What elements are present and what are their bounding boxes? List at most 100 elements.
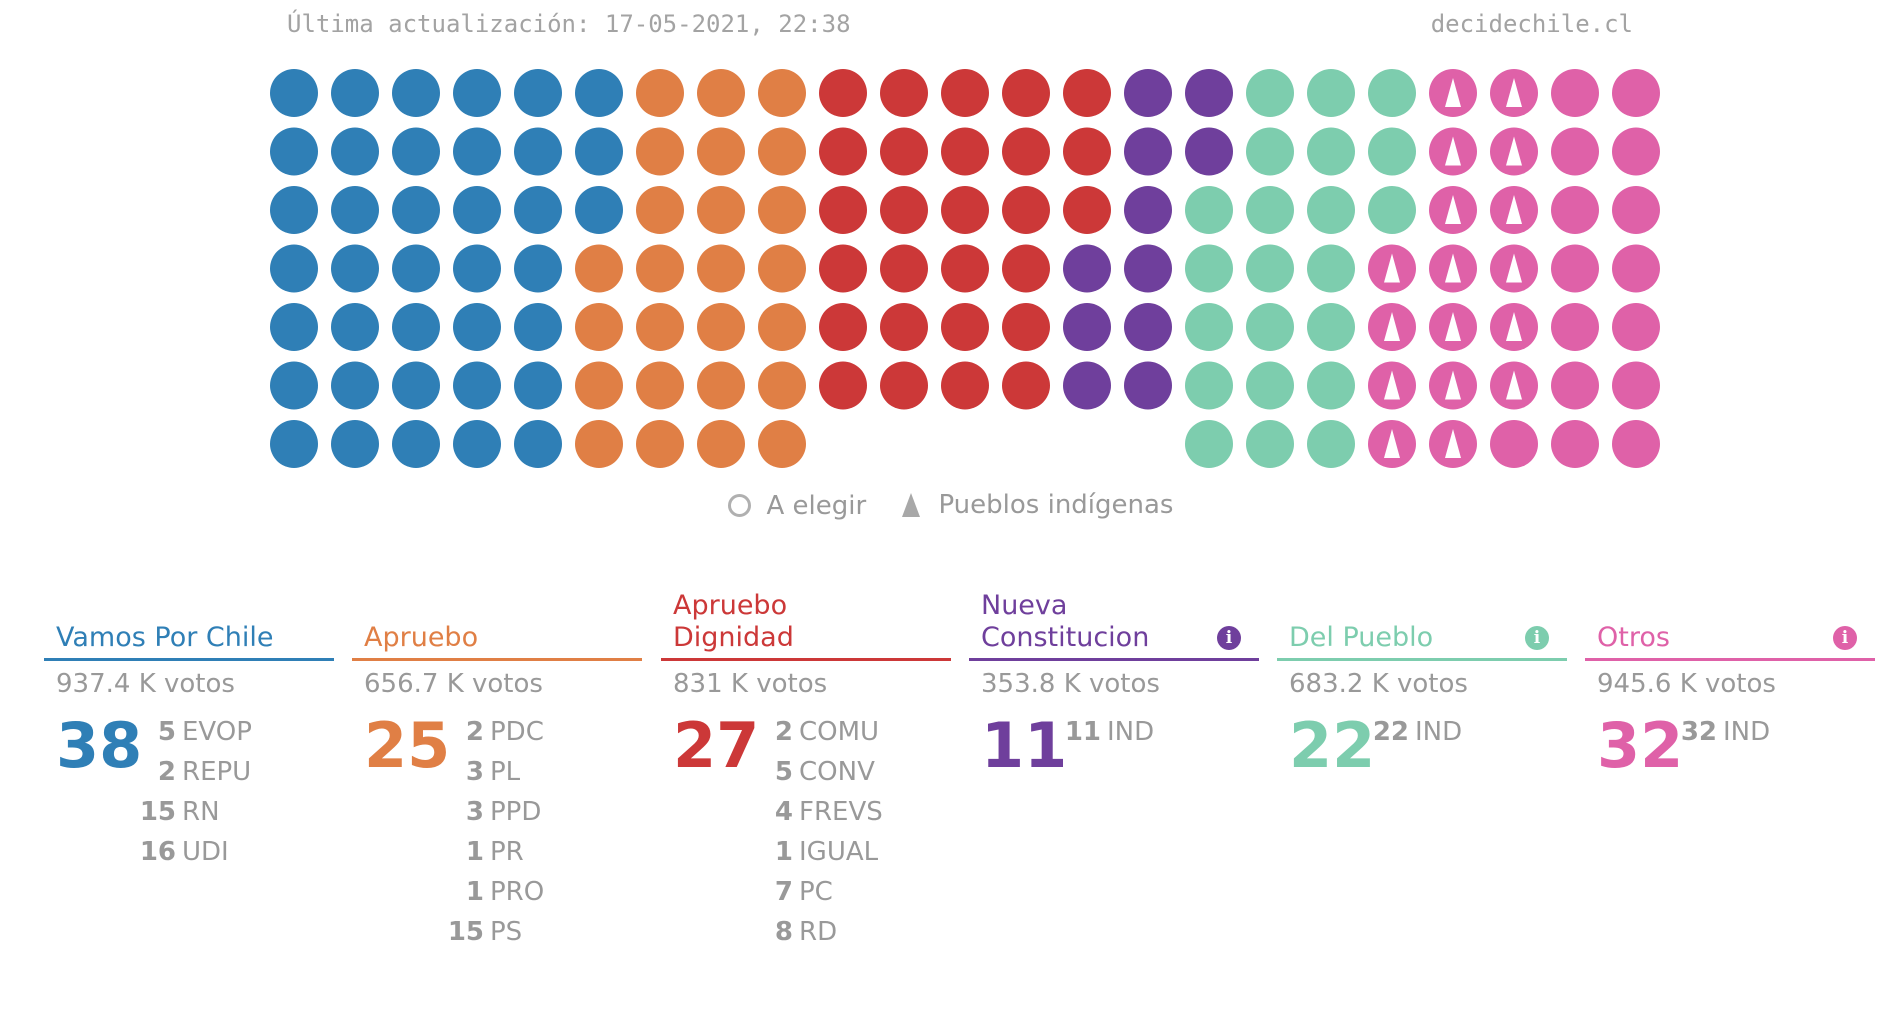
seat-otros — [1612, 361, 1660, 410]
seat-nueva-constitucion — [1124, 69, 1172, 117]
party-name: PL — [490, 757, 521, 787]
seat-vamos-por-chile — [453, 244, 501, 293]
coalition-header: Apruebo — [352, 590, 642, 661]
seat-otros — [1551, 361, 1599, 410]
seat-apruebo — [636, 186, 684, 234]
seat-del-pueblo — [1246, 420, 1294, 468]
indigenous-seat-icon — [1384, 253, 1400, 283]
seat-nueva-constitucion — [1124, 361, 1172, 410]
indigenous-seat-icon — [1445, 136, 1461, 166]
legend-label-indigenous: Pueblos indígenas — [938, 490, 1174, 520]
seat-apruebo-dignidad — [819, 361, 867, 410]
party-seats: 22 — [1372, 717, 1409, 747]
party-seats: 8 — [774, 917, 793, 947]
seat-vamos-por-chile — [392, 186, 440, 234]
coalition-votes: 656.7 K votos — [364, 669, 543, 699]
party-row: 15 PS — [444, 915, 544, 955]
party-name: IGUAL — [799, 837, 879, 867]
seat-otros — [1551, 127, 1599, 176]
seat-apruebo-dignidad — [819, 69, 867, 117]
party-seats: 11 — [1064, 717, 1101, 747]
seat-del-pueblo — [1307, 420, 1355, 468]
party-row: 16 UDI — [136, 835, 252, 875]
seat-vamos-por-chile — [453, 361, 501, 410]
coalition-name: Apruebo Dignidad — [673, 590, 794, 653]
party-breakdown: 32 IND — [1677, 715, 1770, 755]
seat-otros — [1551, 186, 1599, 234]
seat-vamos-por-chile — [575, 69, 623, 117]
seat-apruebo — [636, 244, 684, 293]
seat-vamos-por-chile — [575, 127, 623, 176]
party-name: PS — [490, 917, 523, 947]
coalition-seat-total: 25 — [364, 709, 451, 782]
seat-apruebo-dignidad — [1063, 69, 1111, 117]
coalition-votes: 683.2 K votos — [1289, 669, 1468, 699]
seat-apruebo-dignidad — [1002, 361, 1050, 410]
seat-apruebo — [636, 127, 684, 176]
seat-apruebo-dignidad — [1002, 127, 1050, 176]
party-name: RN — [182, 797, 220, 827]
seat-apruebo — [697, 420, 745, 468]
seat-apruebo — [758, 361, 806, 410]
party-row: 2 PDC — [444, 715, 544, 755]
coalition-name: Del Pueblo — [1289, 622, 1434, 653]
seat-vamos-por-chile — [331, 303, 379, 351]
seat-otros — [1612, 244, 1660, 293]
party-seats: 16 — [139, 837, 176, 867]
seat-otros — [1612, 127, 1660, 176]
party-name: PC — [799, 877, 833, 907]
party-name: RD — [799, 917, 838, 947]
seat-apruebo-dignidad — [1002, 244, 1050, 293]
seat-del-pueblo — [1246, 244, 1294, 293]
seat-otros — [1612, 420, 1660, 468]
seat-apruebo — [636, 420, 684, 468]
party-row: 8 RD — [753, 915, 883, 955]
party-breakdown: 2 PDC 3 PL 3 PPD 1 PR 1 PRO 15 PS — [444, 715, 544, 955]
party-row: 15 RN — [136, 795, 252, 835]
party-name: PPD — [490, 797, 542, 827]
seat-vamos-por-chile — [514, 420, 562, 468]
info-icon[interactable]: i — [1525, 626, 1549, 650]
seat-del-pueblo — [1185, 420, 1233, 468]
seat-otros — [1612, 69, 1660, 117]
party-breakdown: 11 IND — [1061, 715, 1154, 755]
indigenous-seat-icon — [1384, 312, 1400, 341]
party-row: 3 PL — [444, 755, 544, 795]
info-icon[interactable]: i — [1217, 626, 1241, 650]
party-breakdown: 5 EVOP 2 REPU 15 RN 16 UDI — [136, 715, 252, 875]
seat-otros — [1490, 420, 1538, 468]
legend-label-to-elect: A elegir — [766, 490, 867, 521]
indigenous-seat-icon — [1506, 312, 1522, 341]
coalition-nueva-constitucion: Nueva Constitucion i 353.8 K votos 11 11 IND — [969, 590, 1259, 971]
seat-apruebo — [636, 69, 684, 117]
party-seats: 15 — [447, 917, 484, 947]
seat-vamos-por-chile — [331, 69, 379, 117]
coalition-header: Nueva Constitucion i — [969, 590, 1259, 661]
seat-vamos-por-chile — [270, 420, 318, 468]
party-row: 5 CONV — [753, 755, 883, 795]
legend-item-to-elect: A elegir — [727, 490, 867, 521]
seat-apruebo — [697, 303, 745, 351]
seat-vamos-por-chile — [575, 186, 623, 234]
seat-nueva-constitucion — [1124, 186, 1172, 234]
party-seats: 3 — [465, 757, 484, 787]
seat-apruebo-dignidad — [1002, 303, 1050, 351]
party-row: 1 PR — [444, 835, 544, 875]
coalition-votes: 937.4 K votos — [56, 669, 235, 699]
party-seats: 1 — [465, 877, 484, 907]
party-row: 2 COMU — [753, 715, 883, 755]
seat-otros — [1551, 303, 1599, 351]
legend-item-indigenous: Pueblos indígenas — [902, 490, 1173, 520]
seat-apruebo-dignidad — [941, 244, 989, 293]
indigenous-seat-icon — [1445, 312, 1461, 341]
seat-del-pueblo — [1307, 186, 1355, 234]
indigenous-seat-icon — [1445, 253, 1461, 283]
seat-del-pueblo — [1246, 69, 1294, 117]
seat-vamos-por-chile — [514, 361, 562, 410]
site-name: decidechile.cl — [1430, 10, 1633, 38]
seat-apruebo-dignidad — [819, 186, 867, 234]
seat-apruebo-dignidad — [880, 186, 928, 234]
info-icon[interactable]: i — [1833, 626, 1857, 650]
coalition-name: Otros — [1597, 622, 1670, 653]
seat-apruebo-dignidad — [819, 244, 867, 293]
